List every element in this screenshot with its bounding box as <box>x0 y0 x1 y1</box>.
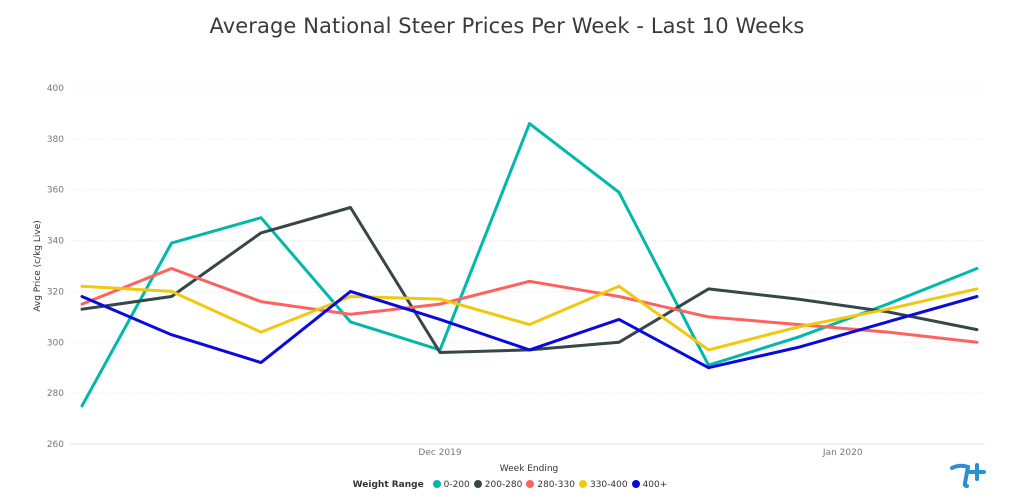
legend-label: 0-200 <box>443 480 470 490</box>
y-tick-label: 320 <box>47 287 64 297</box>
y-tick-label: 340 <box>47 237 64 247</box>
legend-label: 330-400 <box>589 480 628 490</box>
x-axis-label: Week Ending <box>500 464 559 474</box>
legend-item[interactable]: 200-280 <box>473 480 523 490</box>
legend: Weight Range 0-200 200-280 280-330 330-400 4… <box>0 480 1024 490</box>
legend-item[interactable]: 330-400 <box>578 480 628 490</box>
legend-item[interactable]: 280-330 <box>526 480 575 490</box>
legend-marker <box>631 480 640 488</box>
legend-marker <box>578 480 587 488</box>
x-tick-labels: Dec 2019 Jan 2020 <box>418 448 862 458</box>
series-line-400+[interactable] <box>80 289 979 370</box>
legend-marker <box>526 480 535 488</box>
series-line-280-330[interactable] <box>80 267 979 344</box>
brand-logo <box>950 463 986 488</box>
grid-lines <box>70 87 985 445</box>
series-line-330-400[interactable] <box>80 284 979 352</box>
series-lines <box>80 122 979 408</box>
y-tick-label: 280 <box>47 389 64 399</box>
legend-label: 200-280 <box>484 480 523 490</box>
y-tick-label: 400 <box>47 84 64 94</box>
legend-marker <box>473 480 482 488</box>
legend-marker <box>432 480 441 488</box>
legend-item[interactable]: 0-200 <box>432 480 470 490</box>
legend-item[interactable]: 400+ <box>631 480 668 490</box>
y-tick-labels: 260 280 300 320 340 360 380 400 <box>47 84 64 450</box>
y-tick-label: 360 <box>47 186 64 196</box>
legend-title: Weight Range <box>352 480 424 490</box>
y-axis-label: Avg Price (c/kg Live) <box>33 220 43 312</box>
chart-title: Average National Steer Prices Per Week -… <box>209 14 805 38</box>
x-tick-label: Dec 2019 <box>418 448 461 458</box>
y-tick-label: 260 <box>47 440 64 450</box>
legend-label: 280-330 <box>537 480 575 490</box>
y-tick-label: 380 <box>47 135 64 145</box>
x-tick-label: Jan 2020 <box>822 448 863 458</box>
y-tick-label: 300 <box>47 338 64 348</box>
legend-label: 400+ <box>642 480 668 490</box>
